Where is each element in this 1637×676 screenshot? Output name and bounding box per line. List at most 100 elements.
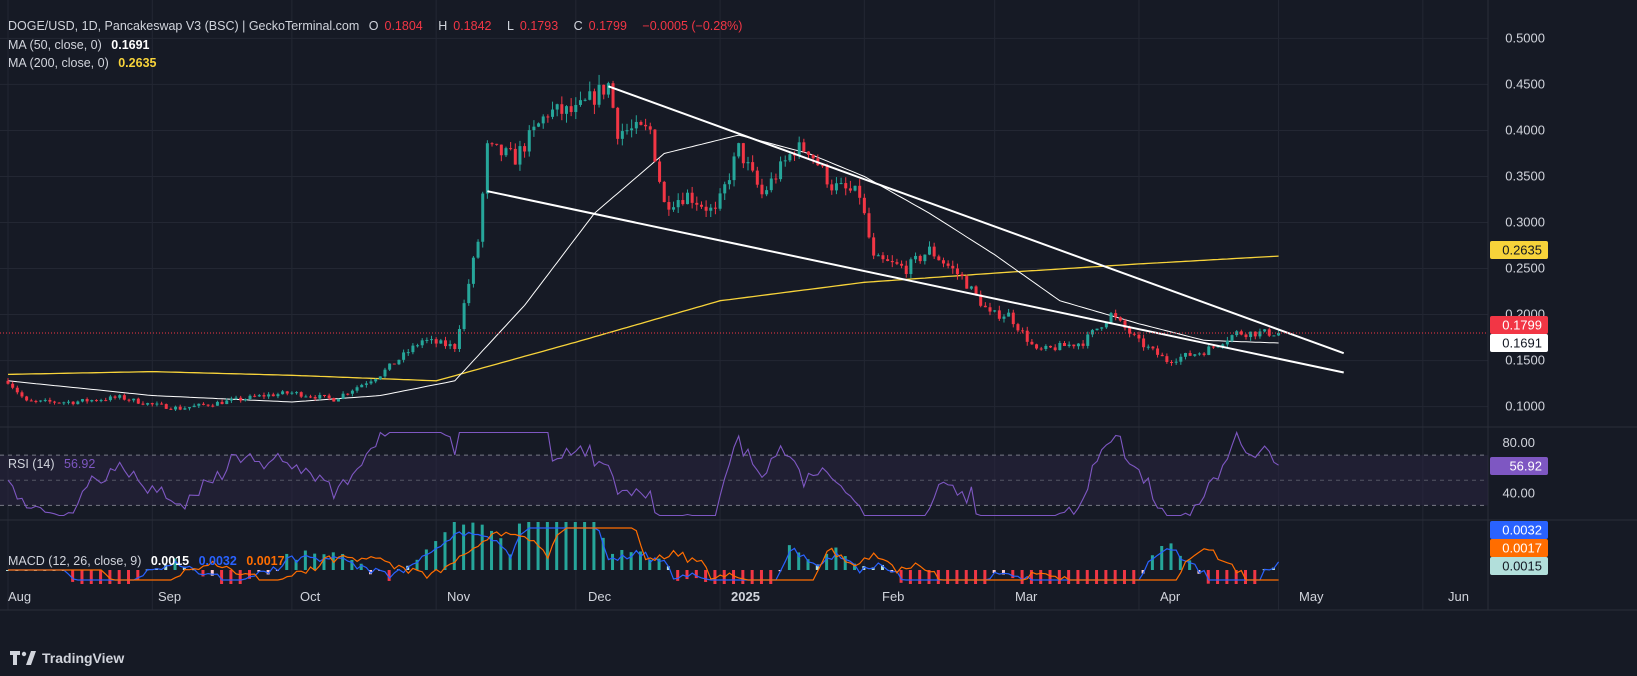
macd-histogram-bar — [713, 570, 717, 584]
candle — [653, 129, 657, 163]
candle — [1225, 336, 1229, 348]
candle — [90, 399, 94, 403]
ma50-badge-bg — [1490, 334, 1548, 352]
candle — [890, 255, 894, 268]
candle-body — [150, 403, 154, 405]
candle — [132, 398, 136, 403]
candle — [751, 155, 755, 173]
candle — [1007, 308, 1011, 317]
candle-body — [80, 399, 84, 402]
candle-body — [481, 193, 485, 242]
candle — [955, 263, 959, 280]
candle-body — [127, 399, 131, 401]
macd-histogram-bar — [1039, 570, 1043, 584]
candle-body — [1104, 322, 1108, 328]
tradingview-icon — [10, 651, 36, 665]
candle-body — [718, 193, 722, 209]
candle — [76, 400, 80, 405]
candle-body — [462, 303, 466, 330]
candle-body — [304, 396, 308, 398]
macd-histogram-bar — [778, 570, 782, 572]
macd-series — [6, 522, 1280, 584]
candle — [979, 290, 983, 308]
candle-body — [1007, 312, 1011, 317]
macd-histogram-bar — [387, 570, 391, 581]
candle-body — [476, 241, 480, 258]
rsi-legend[interactable]: RSI (14) 56.92 — [8, 456, 101, 473]
candle — [695, 196, 699, 211]
candle-body — [90, 400, 94, 402]
candle-body — [1142, 338, 1146, 348]
ma200-legend[interactable]: MA (200, close, 0) 0.2635 — [8, 55, 162, 72]
candle — [416, 343, 420, 348]
macd-label: MACD (12, 26, close, 9) — [8, 554, 142, 568]
tradingview-logo[interactable]: TradingView — [10, 650, 124, 666]
candle — [425, 337, 429, 344]
candle-body — [690, 192, 694, 203]
candle-body — [551, 109, 555, 117]
candle — [592, 88, 596, 115]
candle-body — [960, 274, 964, 277]
candle — [439, 338, 443, 344]
candle — [309, 394, 313, 399]
candle — [485, 140, 489, 199]
macd-signal-badge-bg — [1490, 521, 1548, 539]
candle-body — [876, 255, 880, 257]
candle-body — [704, 206, 708, 211]
macd-histogram-bar — [499, 538, 503, 570]
candle — [388, 363, 392, 371]
candle-body — [1183, 352, 1187, 357]
candle-body — [1160, 354, 1164, 357]
candle — [1053, 344, 1057, 352]
candle-body — [239, 397, 243, 401]
candle — [779, 156, 783, 182]
candle — [862, 193, 866, 215]
candle — [1239, 329, 1243, 336]
candle-body — [709, 207, 713, 211]
candle-body — [248, 395, 252, 400]
macd-histogram-bar — [6, 570, 9, 571]
candle-body — [1239, 331, 1243, 335]
macd-histogram-bar — [238, 570, 242, 584]
candle — [476, 239, 480, 259]
symbol-title: DOGE/USD, 1D, Pancakeswap V3 (BSC) | Gec… — [8, 19, 360, 33]
candle-body — [201, 403, 205, 405]
candle — [234, 395, 238, 400]
candle-body — [862, 197, 866, 214]
macd-histogram-bar — [583, 522, 587, 570]
candle-body — [825, 165, 829, 185]
candle — [211, 403, 215, 408]
candle-body — [983, 305, 987, 308]
candle-body — [746, 162, 750, 164]
candle — [276, 392, 280, 399]
candle-body — [1193, 354, 1197, 356]
candle — [1156, 345, 1160, 358]
candle-body — [858, 185, 862, 198]
candle — [969, 285, 973, 290]
macd-histogram-bar — [415, 559, 419, 570]
rsi-badge-text: 56.92 — [1509, 459, 1542, 474]
candle-body — [504, 148, 508, 156]
candle — [1072, 344, 1076, 349]
candle-body — [406, 352, 410, 354]
candle-body — [360, 384, 364, 388]
candle — [727, 173, 731, 190]
macd-histogram-bar — [266, 570, 270, 575]
macd-histogram-bar — [182, 566, 186, 570]
candle-body — [188, 407, 192, 409]
macd-histogram-bar — [629, 552, 633, 570]
candle-body — [509, 148, 513, 150]
high-label: H — [438, 19, 448, 33]
candle-body — [374, 379, 378, 382]
candle — [909, 257, 913, 279]
candle-body — [71, 401, 75, 405]
macd-histogram-bar — [769, 570, 773, 584]
ma50-legend[interactable]: MA (50, close, 0) 0.1691 — [8, 37, 156, 54]
candle — [1086, 331, 1090, 349]
candle-body — [434, 339, 438, 344]
macd-histogram-bar — [71, 570, 75, 582]
candle-body — [397, 359, 401, 365]
macd-legend[interactable]: MACD (12, 26, close, 9) 0.0015 0.0032 0.… — [8, 553, 291, 570]
candle — [858, 179, 862, 205]
